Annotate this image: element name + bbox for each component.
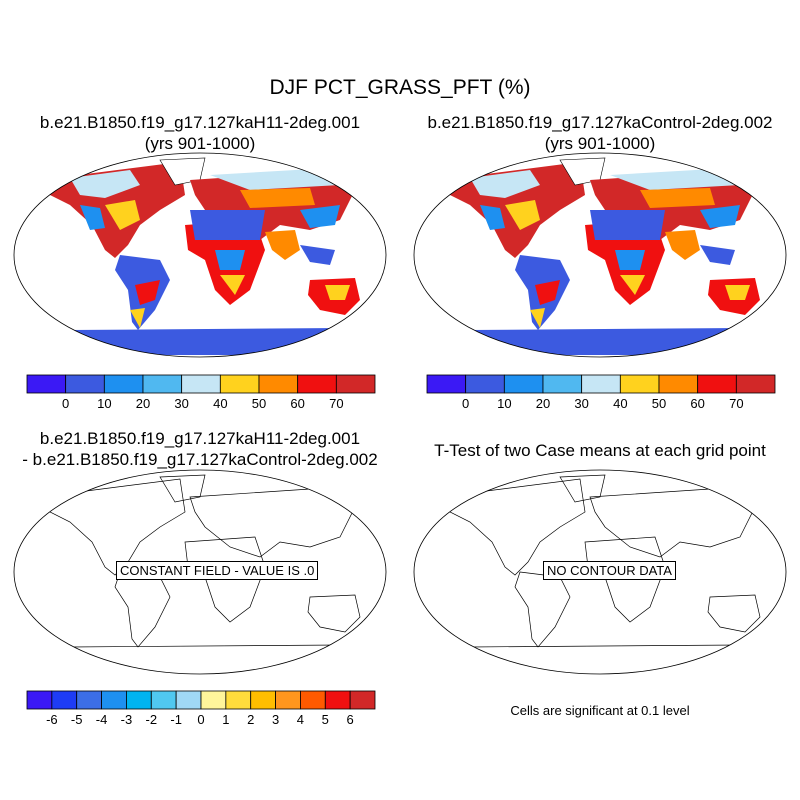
colorbar-swatch <box>298 375 337 393</box>
colorbar-swatch <box>543 375 582 393</box>
colorbar-swatch <box>504 375 543 393</box>
colorbar-tick-label: 5 <box>322 712 329 727</box>
colorbar-swatch <box>176 691 201 709</box>
colorbar-swatch <box>126 691 151 709</box>
figure-title: DJF PCT_GRASS_PFT (%) <box>0 76 800 100</box>
panel-4-title-line1: T-Test of two Case means at each grid po… <box>400 440 800 461</box>
colorbar-swatch <box>27 375 66 393</box>
panel-3-title: b.e21.B1850.f19_g17.127kaH11-2deg.001 - … <box>0 428 400 470</box>
colorbar-swatch <box>151 691 176 709</box>
colorbar-tick-label: 10 <box>497 396 511 411</box>
colorbar-tick-label: 3 <box>272 712 279 727</box>
no-contour-note: NO CONTOUR DATA <box>543 561 676 580</box>
colorbar-swatch <box>276 691 301 709</box>
colorbar-tick-label: 40 <box>613 396 627 411</box>
colorbar-swatch <box>300 691 325 709</box>
colorbar-tick-label: 20 <box>536 396 550 411</box>
colorbar-swatch <box>77 691 102 709</box>
colorbar-swatch <box>226 691 251 709</box>
colorbar-tick-label: 10 <box>97 396 111 411</box>
colorbar-tick-label: 40 <box>213 396 227 411</box>
colorbar-swatch <box>251 691 276 709</box>
panel-1-title-line1: b.e21.B1850.f19_g17.127kaH11-2deg.001 <box>0 112 400 133</box>
colorbar-tick-label: -3 <box>121 712 133 727</box>
colorbar-tick-label: 60 <box>690 396 704 411</box>
colorbar-tick-label: -2 <box>146 712 158 727</box>
control-map-field <box>410 150 790 360</box>
colorbar-swatch <box>220 375 259 393</box>
case-colorbar: 0 10 20 30 40 50 60 70 <box>26 374 376 416</box>
colorbar-tick-label: 50 <box>252 396 266 411</box>
colorbar-swatch <box>466 375 505 393</box>
colorbar-tick-label: -5 <box>71 712 83 727</box>
colorbar-tick-label: 50 <box>652 396 666 411</box>
colorbar-tick-label: 1 <box>222 712 229 727</box>
colorbar-swatch <box>143 375 182 393</box>
colorbar-swatch <box>27 691 52 709</box>
colorbar-swatch <box>66 375 105 393</box>
colorbar-swatch <box>52 691 77 709</box>
control-map <box>410 150 790 360</box>
colorbar-swatch <box>427 375 466 393</box>
colorbar-swatch <box>698 375 737 393</box>
control-colorbar: 0 10 20 30 40 50 60 70 <box>426 374 776 416</box>
colorbar-tick-label: 2 <box>247 712 254 727</box>
colorbar-tick-label: 4 <box>297 712 304 727</box>
colorbar-tick-label: -1 <box>170 712 182 727</box>
colorbar-tick-label: -4 <box>96 712 108 727</box>
colorbar-swatch <box>325 691 350 709</box>
colorbar-swatch <box>620 375 659 393</box>
panel-1-title: b.e21.B1850.f19_g17.127kaH11-2deg.001 (y… <box>0 112 400 154</box>
colorbar-swatch <box>102 691 127 709</box>
colorbar-tick-label: 6 <box>347 712 354 727</box>
colorbar-tick-label: 30 <box>174 396 188 411</box>
case-map-field <box>10 150 390 360</box>
colorbar-swatch <box>659 375 698 393</box>
significance-note: Cells are significant at 0.1 level <box>400 703 800 718</box>
colorbar-swatch <box>350 691 375 709</box>
colorbar-tick-label: -6 <box>46 712 58 727</box>
difference-colorbar: -6 -5 -4 -3 -2 -1 0 1 2 3 4 5 6 <box>26 690 376 732</box>
colorbar-tick-label: 0 <box>462 396 469 411</box>
panel-2-title: b.e21.B1850.f19_g17.127kaControl-2deg.00… <box>400 112 800 154</box>
colorbar-tick-label: 70 <box>329 396 343 411</box>
antarctica-region <box>50 328 350 355</box>
colorbar-tick-label: 70 <box>729 396 743 411</box>
colorbar-tick-label: 60 <box>290 396 304 411</box>
colorbar-swatch <box>336 375 375 393</box>
panel-3-title-line1: b.e21.B1850.f19_g17.127kaH11-2deg.001 <box>0 428 400 449</box>
panel-4-title: T-Test of two Case means at each grid po… <box>400 440 800 461</box>
case-map <box>10 150 390 360</box>
colorbar-swatch <box>582 375 621 393</box>
colorbar-swatch <box>736 375 775 393</box>
constant-field-note: CONSTANT FIELD - VALUE IS .0 <box>116 561 318 580</box>
colorbar-tick-label: 0 <box>62 396 69 411</box>
colorbar-tick-label: 30 <box>574 396 588 411</box>
panel-2-title-line1: b.e21.B1850.f19_g17.127kaControl-2deg.00… <box>400 112 800 133</box>
colorbar-swatch <box>259 375 298 393</box>
colorbar-swatch <box>182 375 221 393</box>
colorbar-swatch <box>104 375 143 393</box>
colorbar-tick-label: 20 <box>136 396 150 411</box>
colorbar-swatch <box>201 691 226 709</box>
colorbar-tick-label: 0 <box>197 712 204 727</box>
